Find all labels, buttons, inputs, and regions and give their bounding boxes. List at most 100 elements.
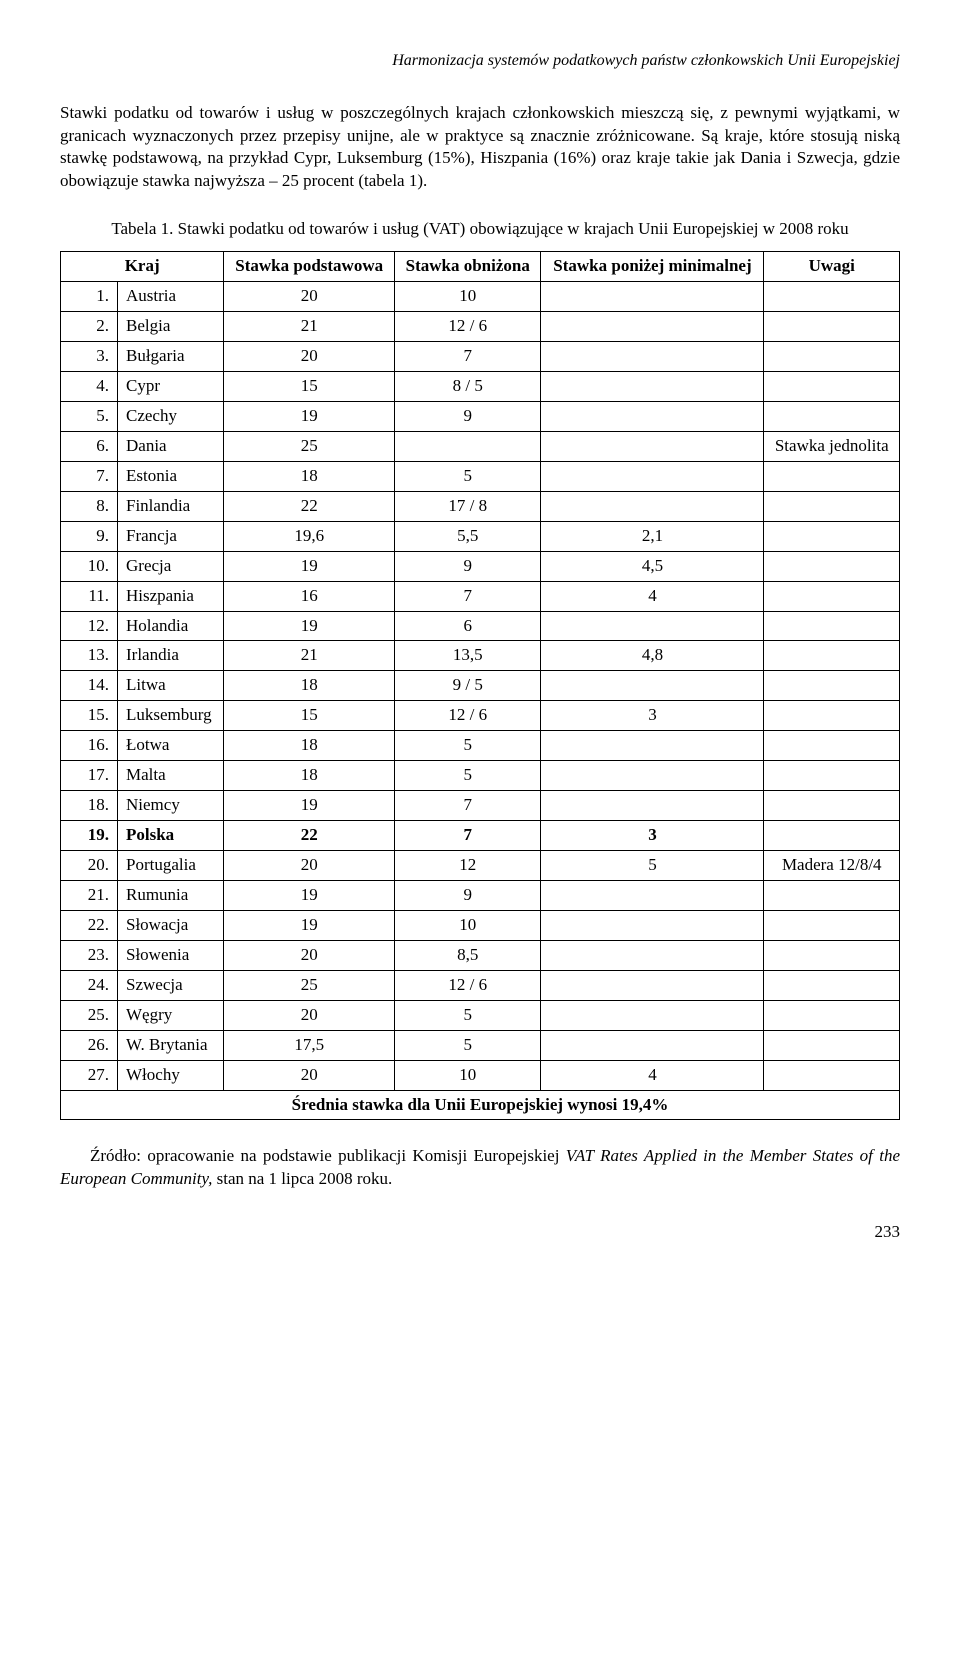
row-number: 6. [61,431,118,461]
country-cell: Malta [118,761,224,791]
col-reduced: Stawka obniżona [395,252,541,282]
basic-cell: 20 [224,1000,395,1030]
row-number: 1. [61,282,118,312]
below-cell [541,731,764,761]
row-number: 25. [61,1000,118,1030]
below-cell [541,431,764,461]
source-suffix: stan na 1 lipca 2008 roku. [212,1169,392,1188]
below-cell [541,491,764,521]
row-number: 17. [61,761,118,791]
below-cell [541,401,764,431]
reduced-cell: 5 [395,731,541,761]
country-cell: Rumunia [118,880,224,910]
notes-cell [764,342,900,372]
table-row: 26.W. Brytania17,55 [61,1030,900,1060]
table-row: 20.Portugalia20125Madera 12/8/4 [61,851,900,881]
notes-cell [764,1060,900,1090]
table-row: 25.Węgry205 [61,1000,900,1030]
row-number: 8. [61,491,118,521]
below-cell [541,970,764,1000]
reduced-cell: 17 / 8 [395,491,541,521]
below-cell: 3 [541,701,764,731]
table-row: 7.Estonia185 [61,461,900,491]
reduced-cell: 9 [395,880,541,910]
basic-cell: 19 [224,611,395,641]
table-row: 10.Grecja1994,5 [61,551,900,581]
basic-cell: 20 [224,940,395,970]
reduced-cell [395,431,541,461]
basic-cell: 20 [224,282,395,312]
table-row: 19.Polska2273 [61,821,900,851]
below-cell [541,461,764,491]
col-notes: Uwagi [764,252,900,282]
table-caption: Tabela 1. Stawki podatku od towarów i us… [60,218,900,241]
basic-cell: 19 [224,910,395,940]
notes-cell [764,581,900,611]
below-cell [541,910,764,940]
notes-cell [764,791,900,821]
source-prefix: Źródło: opracowanie na podstawie publika… [90,1146,566,1165]
below-cell: 4 [541,1060,764,1090]
notes-cell [764,1000,900,1030]
table-row: 14.Litwa189 / 5 [61,671,900,701]
reduced-cell: 10 [395,910,541,940]
table-row: 24.Szwecja2512 / 6 [61,970,900,1000]
notes-cell [764,701,900,731]
row-number: 19. [61,821,118,851]
basic-cell: 21 [224,641,395,671]
row-number: 2. [61,312,118,342]
notes-cell [764,491,900,521]
country-cell: Litwa [118,671,224,701]
notes-cell [764,641,900,671]
reduced-cell: 9 [395,551,541,581]
reduced-cell: 6 [395,611,541,641]
below-cell [541,940,764,970]
reduced-cell: 12 / 6 [395,970,541,1000]
average-row: Średnia stawka dla Unii Europejskiej wyn… [61,1090,900,1120]
row-number: 21. [61,880,118,910]
notes-cell [764,671,900,701]
row-number: 5. [61,401,118,431]
row-number: 12. [61,611,118,641]
below-cell [541,1030,764,1060]
notes-cell [764,880,900,910]
notes-cell [764,940,900,970]
country-cell: Łotwa [118,731,224,761]
running-header: Harmonizacja systemów podatkowych państw… [60,50,900,72]
notes-cell [764,761,900,791]
reduced-cell: 9 [395,401,541,431]
country-cell: Luksemburg [118,701,224,731]
table-row: 9.Francja19,65,52,1 [61,521,900,551]
country-cell: Słowacja [118,910,224,940]
basic-cell: 22 [224,821,395,851]
reduced-cell: 10 [395,282,541,312]
notes-cell [764,372,900,402]
row-number: 18. [61,791,118,821]
country-cell: W. Brytania [118,1030,224,1060]
below-cell: 5 [541,851,764,881]
notes-cell [764,910,900,940]
vat-table: Kraj Stawka podstawowa Stawka obniżona S… [60,251,900,1120]
country-cell: Belgia [118,312,224,342]
basic-cell: 16 [224,581,395,611]
notes-cell [764,521,900,551]
notes-cell [764,1030,900,1060]
notes-cell [764,401,900,431]
below-cell [541,1000,764,1030]
table-row: 2.Belgia2112 / 6 [61,312,900,342]
reduced-cell: 8,5 [395,940,541,970]
row-number: 14. [61,671,118,701]
reduced-cell: 7 [395,791,541,821]
table-row: 12.Holandia196 [61,611,900,641]
table-row: 17.Malta185 [61,761,900,791]
table-header-row: Kraj Stawka podstawowa Stawka obniżona S… [61,252,900,282]
basic-cell: 22 [224,491,395,521]
basic-cell: 15 [224,372,395,402]
row-number: 7. [61,461,118,491]
reduced-cell: 8 / 5 [395,372,541,402]
table-row: 5.Czechy199 [61,401,900,431]
table-row: 21.Rumunia199 [61,880,900,910]
table-row: 4.Cypr158 / 5 [61,372,900,402]
row-number: 15. [61,701,118,731]
table-row: 23.Słowenia208,5 [61,940,900,970]
